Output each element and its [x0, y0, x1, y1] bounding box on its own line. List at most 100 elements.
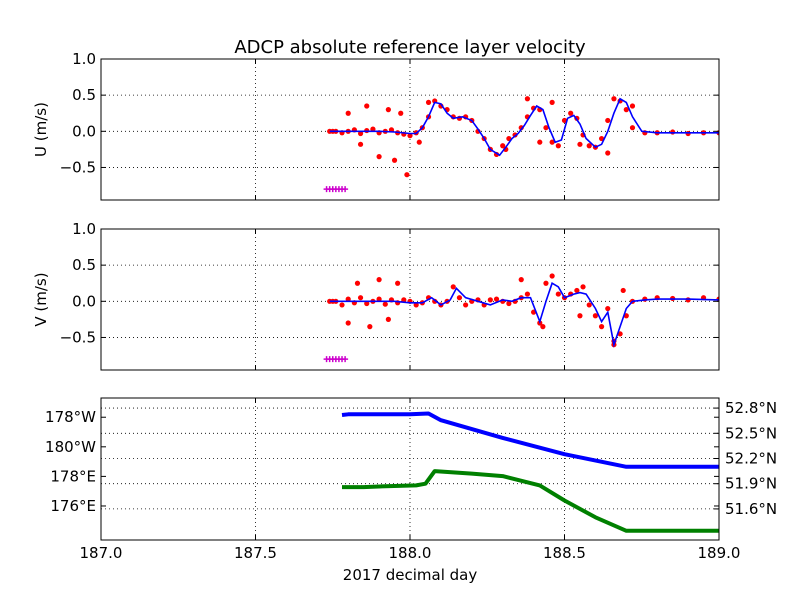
panel-data [341, 411, 719, 533]
y-axis-label: V (m/s) [32, 272, 50, 326]
data-point [382, 301, 388, 307]
data-point [605, 117, 611, 124]
marker-point [342, 356, 349, 363]
data-point [506, 300, 512, 307]
y-tick-label: 0.5 [72, 256, 96, 274]
data-point [364, 103, 370, 109]
y-tick-label: 178°E [50, 467, 96, 485]
data-point [500, 143, 506, 149]
data-point [357, 295, 364, 301]
y2-tick-label: 51.9°N [725, 475, 777, 493]
data-point [401, 297, 407, 303]
marker-point [342, 186, 349, 193]
data-point [598, 324, 605, 330]
y2-tick-label: 52.5°N [725, 424, 777, 442]
y2-tick-label: 51.6°N [725, 500, 777, 518]
data-point [370, 126, 376, 132]
data-point [540, 324, 546, 330]
data-point [413, 302, 419, 308]
data-point [367, 324, 373, 330]
data-point [611, 96, 617, 102]
x-tick-label: 187.0 [80, 544, 123, 562]
data-point [524, 96, 531, 102]
series-line [329, 282, 719, 348]
data-point [450, 284, 456, 290]
series-line [329, 97, 719, 157]
y-tick-label: 0.0 [72, 122, 96, 140]
data-point [592, 313, 599, 319]
y-tick-label: 180°W [45, 438, 96, 456]
panel-data [323, 273, 719, 363]
data-point [354, 280, 361, 286]
data-point [586, 143, 592, 149]
data-point [543, 125, 549, 131]
y-tick-label: 0.0 [72, 292, 96, 310]
data-point [629, 125, 636, 131]
data-point [487, 297, 493, 303]
data-point [493, 296, 500, 302]
x-tick-label: 187.5 [234, 544, 277, 562]
data-point [623, 107, 629, 113]
y2-tick-label: 52.2°N [725, 449, 777, 467]
data-point [629, 103, 636, 109]
data-point [524, 291, 531, 297]
data-point [357, 141, 364, 147]
track-line-latitude [342, 469, 719, 533]
data-point [549, 273, 555, 279]
y-tick-label: 178°W [45, 408, 96, 426]
data-point [537, 139, 543, 145]
panel-3: 187.0 187.5 188.0 188.5 189.0 178°W 180°W 178°E… [45, 397, 777, 562]
data-point [549, 139, 555, 145]
data-point [404, 172, 410, 178]
data-point [407, 133, 413, 139]
y-tick-label: −0.5 [60, 328, 96, 346]
data-point [376, 154, 382, 160]
data-point [376, 277, 382, 283]
data-point [586, 302, 592, 308]
y2-tick-label: 52.8°N [725, 399, 777, 417]
data-point [549, 99, 555, 105]
x-tick-label: 189.0 [698, 544, 741, 562]
data-point [568, 110, 574, 116]
y-tick-label: 1.0 [72, 50, 96, 68]
data-point [395, 280, 401, 286]
x-tick-label: 188.0 [389, 544, 432, 562]
data-point [345, 296, 351, 302]
data-point [543, 280, 549, 286]
data-point [580, 284, 586, 290]
data-point [376, 296, 382, 302]
panel-frame [100, 58, 720, 201]
data-point [425, 99, 432, 105]
data-point [463, 302, 469, 308]
y-tick-label: 176°E [50, 497, 96, 515]
data-point [555, 143, 561, 149]
data-point [398, 110, 404, 116]
data-point [577, 313, 583, 319]
panel-data [323, 96, 719, 193]
data-point [605, 305, 611, 312]
data-point [620, 287, 626, 294]
chart-title: ADCP absolute reference layer velocity [234, 37, 586, 58]
data-point [574, 287, 580, 294]
data-point [416, 139, 422, 145]
data-point [345, 320, 351, 326]
data-point [385, 107, 391, 113]
data-point [339, 302, 345, 308]
data-point [385, 316, 391, 322]
data-point [456, 295, 463, 301]
track-line-longitude [341, 411, 719, 469]
y-tick-label: 0.5 [72, 86, 96, 104]
y-axis-label: U (m/s) [32, 102, 50, 157]
y-tick-label: −0.5 [60, 158, 96, 176]
panels: 1.0 0.5 0.0 −0.5 U (m/s) 1.0 0.5 0.0 −0.5 V (m/s)… [32, 50, 777, 562]
data-point [357, 130, 364, 137]
data-point [605, 150, 611, 156]
panel-1: 1.0 0.5 0.0 −0.5 U (m/s) [32, 50, 720, 201]
x-axis-label: 2017 decimal day [343, 566, 478, 584]
x-tick-label: 188.5 [543, 544, 586, 562]
data-point [345, 110, 351, 116]
data-point [391, 157, 398, 163]
data-point [518, 277, 524, 283]
data-point [577, 141, 583, 147]
